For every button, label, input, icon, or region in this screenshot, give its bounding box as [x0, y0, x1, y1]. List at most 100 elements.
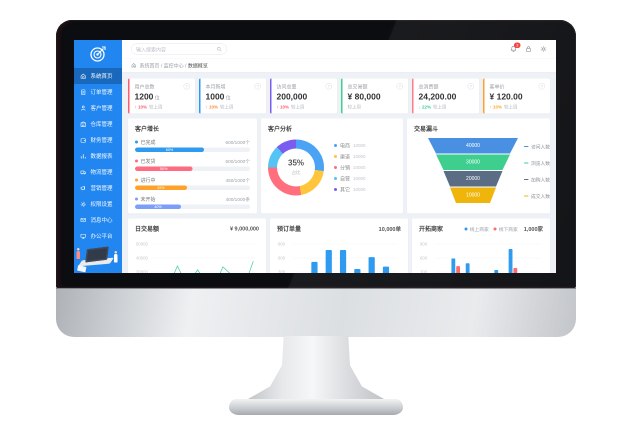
kpi-card: 总交易额? ¥ 80,000 较上周 — [341, 78, 408, 114]
search-input[interactable]: 输入搜索内容 — [131, 43, 227, 55]
legend-dot — [334, 165, 337, 169]
progress-fill: 50% — [135, 166, 193, 171]
notification-badge: 3 — [514, 42, 521, 48]
funnel-row: 30000 浏览人数 — [428, 154, 550, 172]
notification-icon[interactable]: 3 — [510, 42, 521, 53]
progress-fill: 45% — [135, 185, 187, 190]
sidebar-item-label: 财务管理 — [90, 137, 113, 144]
sidebar-item-home[interactable]: 系统首页 — [74, 68, 122, 84]
kpi-delta: ↓ 22% — [418, 104, 432, 110]
sidebar-item-label: 营销管理 — [90, 185, 113, 192]
funnel-label: 浏览人数 — [524, 159, 550, 166]
sidebar-item-report[interactable]: 数据报表 — [74, 148, 122, 164]
svg-text:600: 600 — [420, 255, 428, 260]
sidebar-menu: 系统首页订单管理客户管理仓库管理财务管理数据报表物流管理营销管理权限设置 消息中心… — [74, 68, 122, 244]
funnel-label-text: 加购人数 — [531, 177, 551, 183]
sidebar-item-warehouse[interactable]: 仓库管理 — [74, 116, 122, 132]
kpi-title: 用户总数 — [134, 84, 155, 91]
svg-text:50000: 50000 — [136, 241, 148, 246]
illustration-person — [114, 251, 118, 263]
merchants-legend: 线上商家 线下商家 — [464, 225, 518, 233]
sidebar-item-marketing[interactable]: 营销管理 — [74, 180, 122, 196]
svg-text:30000: 30000 — [136, 269, 148, 273]
panel-title: 开拓商家 — [419, 225, 444, 233]
marketing-icon — [80, 185, 87, 192]
svg-text:40000: 40000 — [136, 255, 148, 260]
growth-rows: 已完成 600/1000个 60% 已发货 500/1000个 50% 进行中 450/100… — [135, 138, 250, 209]
topbar: 输入搜索内容 3 — [122, 40, 556, 58]
funnel-row: 10000 成交人数 — [428, 187, 550, 205]
help-icon[interactable]: ? — [254, 83, 261, 90]
order-icon — [80, 89, 87, 96]
donut-legend-label: 其它 — [340, 187, 350, 194]
app-logo[interactable] — [74, 40, 122, 68]
sidebar-item-finance[interactable]: 财务管理 — [74, 132, 122, 148]
breadcrumb-link[interactable]: 监控中心 — [163, 63, 184, 70]
help-icon[interactable]: ? — [467, 83, 474, 90]
lock-icon[interactable] — [525, 46, 532, 53]
kpi-value: ¥ 120.00 — [489, 92, 523, 102]
chart-legend-label: 线下商家 — [498, 226, 518, 233]
legend-dot — [135, 159, 138, 163]
help-icon[interactable]: ? — [538, 83, 545, 90]
growth-label-text: 未开始 — [140, 197, 156, 203]
customer-growth-panel: 客户增长 已完成 600/1000个 60% 已发货 500/1000个 50% 进行中 45… — [128, 118, 257, 214]
growth-row-header: 已完成 600/1000个 — [135, 138, 250, 146]
panel-title: 交易漏斗 — [414, 125, 439, 133]
svg-text:300: 300 — [278, 269, 286, 273]
help-icon[interactable]: ? — [396, 83, 403, 90]
daily-line-chart: 50000 40000 30000 — [136, 241, 256, 273]
gear-icon[interactable] — [540, 46, 547, 53]
donut-legend-value: 10000 — [353, 186, 366, 192]
legend-dot — [135, 178, 138, 182]
breadcrumb-link[interactable]: 系统首页 — [139, 63, 160, 70]
sidebar-item-customer[interactable]: 客户管理 — [74, 100, 122, 116]
progress-track: 40% — [135, 204, 250, 209]
kpi-row: 用户总数? 1200 位 ↑ 10% 较上周 本月新增? 1000 位 ↑ 10% 较上周 访问… — [128, 78, 550, 114]
monitor-screen: 系统首页订单管理客户管理仓库管理财务管理数据报表物流管理营销管理权限设置 消息中心… — [74, 40, 556, 273]
sidebar-item-label: 订单管理 — [90, 89, 113, 96]
sidebar-item-office[interactable]: 办公平台 — [74, 228, 122, 244]
funnel-label-dash — [524, 195, 529, 197]
bottom-row: 日交易额 ¥ 9,000,000 50000 40000 30000 预订单量 10… — [128, 218, 550, 273]
growth-label: 已发货 — [135, 157, 156, 165]
sidebar-item-order[interactable]: 订单管理 — [74, 84, 122, 100]
donut-legend-item: 分销 10000 — [334, 164, 366, 171]
kpi-card: 访问总量? 200,000 ↑ 10% 较上周 — [270, 78, 337, 114]
kpi-unit: 位 — [224, 95, 231, 102]
donut-center-value: 35% — [287, 159, 305, 168]
sidebar-item-settings[interactable]: 权限设置 — [74, 196, 122, 212]
growth-row-header: 已发货 500/1000个 — [135, 157, 250, 165]
home-icon — [80, 73, 87, 80]
content: 用户总数? 1200 位 ↑ 10% 较上周 本月新增? 1000 位 ↑ 10% 较上周 访问… — [122, 73, 556, 273]
svg-text:900: 900 — [278, 241, 286, 246]
sidebar-item-label: 数据报表 — [90, 153, 113, 160]
donut-center-label: 占比 — [291, 170, 301, 175]
kpi-card: 客单价? ¥ 120.00 ↑ 10% 较上周 — [483, 78, 550, 114]
sidebar-item-label: 客户管理 — [90, 105, 113, 112]
growth-label: 已完成 — [135, 138, 156, 146]
growth-label-text: 已完成 — [140, 140, 156, 146]
sidebar-item-logistics[interactable]: 物流管理 — [74, 164, 122, 180]
dashboard-app: 系统首页订单管理客户管理仓库管理财务管理数据报表物流管理营销管理权限设置 消息中心… — [74, 40, 556, 273]
kpi-title-row: 总交易额? — [348, 83, 403, 90]
panel-title: 客户分析 — [268, 125, 293, 133]
funnel-label: 成交人数 — [524, 192, 550, 199]
svg-text:900: 900 — [420, 241, 428, 246]
donut-legend-item: 自营 10000 — [334, 175, 366, 182]
help-icon[interactable]: ? — [183, 83, 190, 90]
funnel-label: 加购人数 — [524, 176, 550, 183]
legend-dot — [493, 227, 497, 231]
funnel-label-text: 访问人数 — [531, 144, 551, 150]
panel-metric: 1,000家 — [523, 226, 543, 233]
target-logo-icon — [90, 46, 106, 62]
sidebar-illustration — [74, 244, 122, 273]
monitor-stand-neck — [231, 336, 401, 406]
help-icon[interactable]: ? — [325, 83, 332, 90]
kpi-value: ¥ 80,000 — [347, 92, 381, 102]
daily-trade-panel: 日交易额 ¥ 9,000,000 50000 40000 30000 — [128, 218, 266, 273]
growth-label: 进行中 — [135, 176, 156, 184]
sidebar-item-message[interactable]: 消息中心 — [74, 212, 122, 228]
growth-row: 已发货 500/1000个 50% — [135, 157, 250, 171]
